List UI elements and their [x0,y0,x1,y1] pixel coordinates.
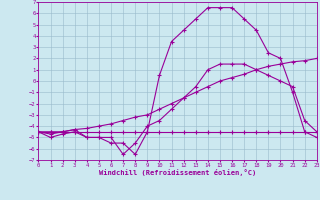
X-axis label: Windchill (Refroidissement éolien,°C): Windchill (Refroidissement éolien,°C) [99,169,256,176]
